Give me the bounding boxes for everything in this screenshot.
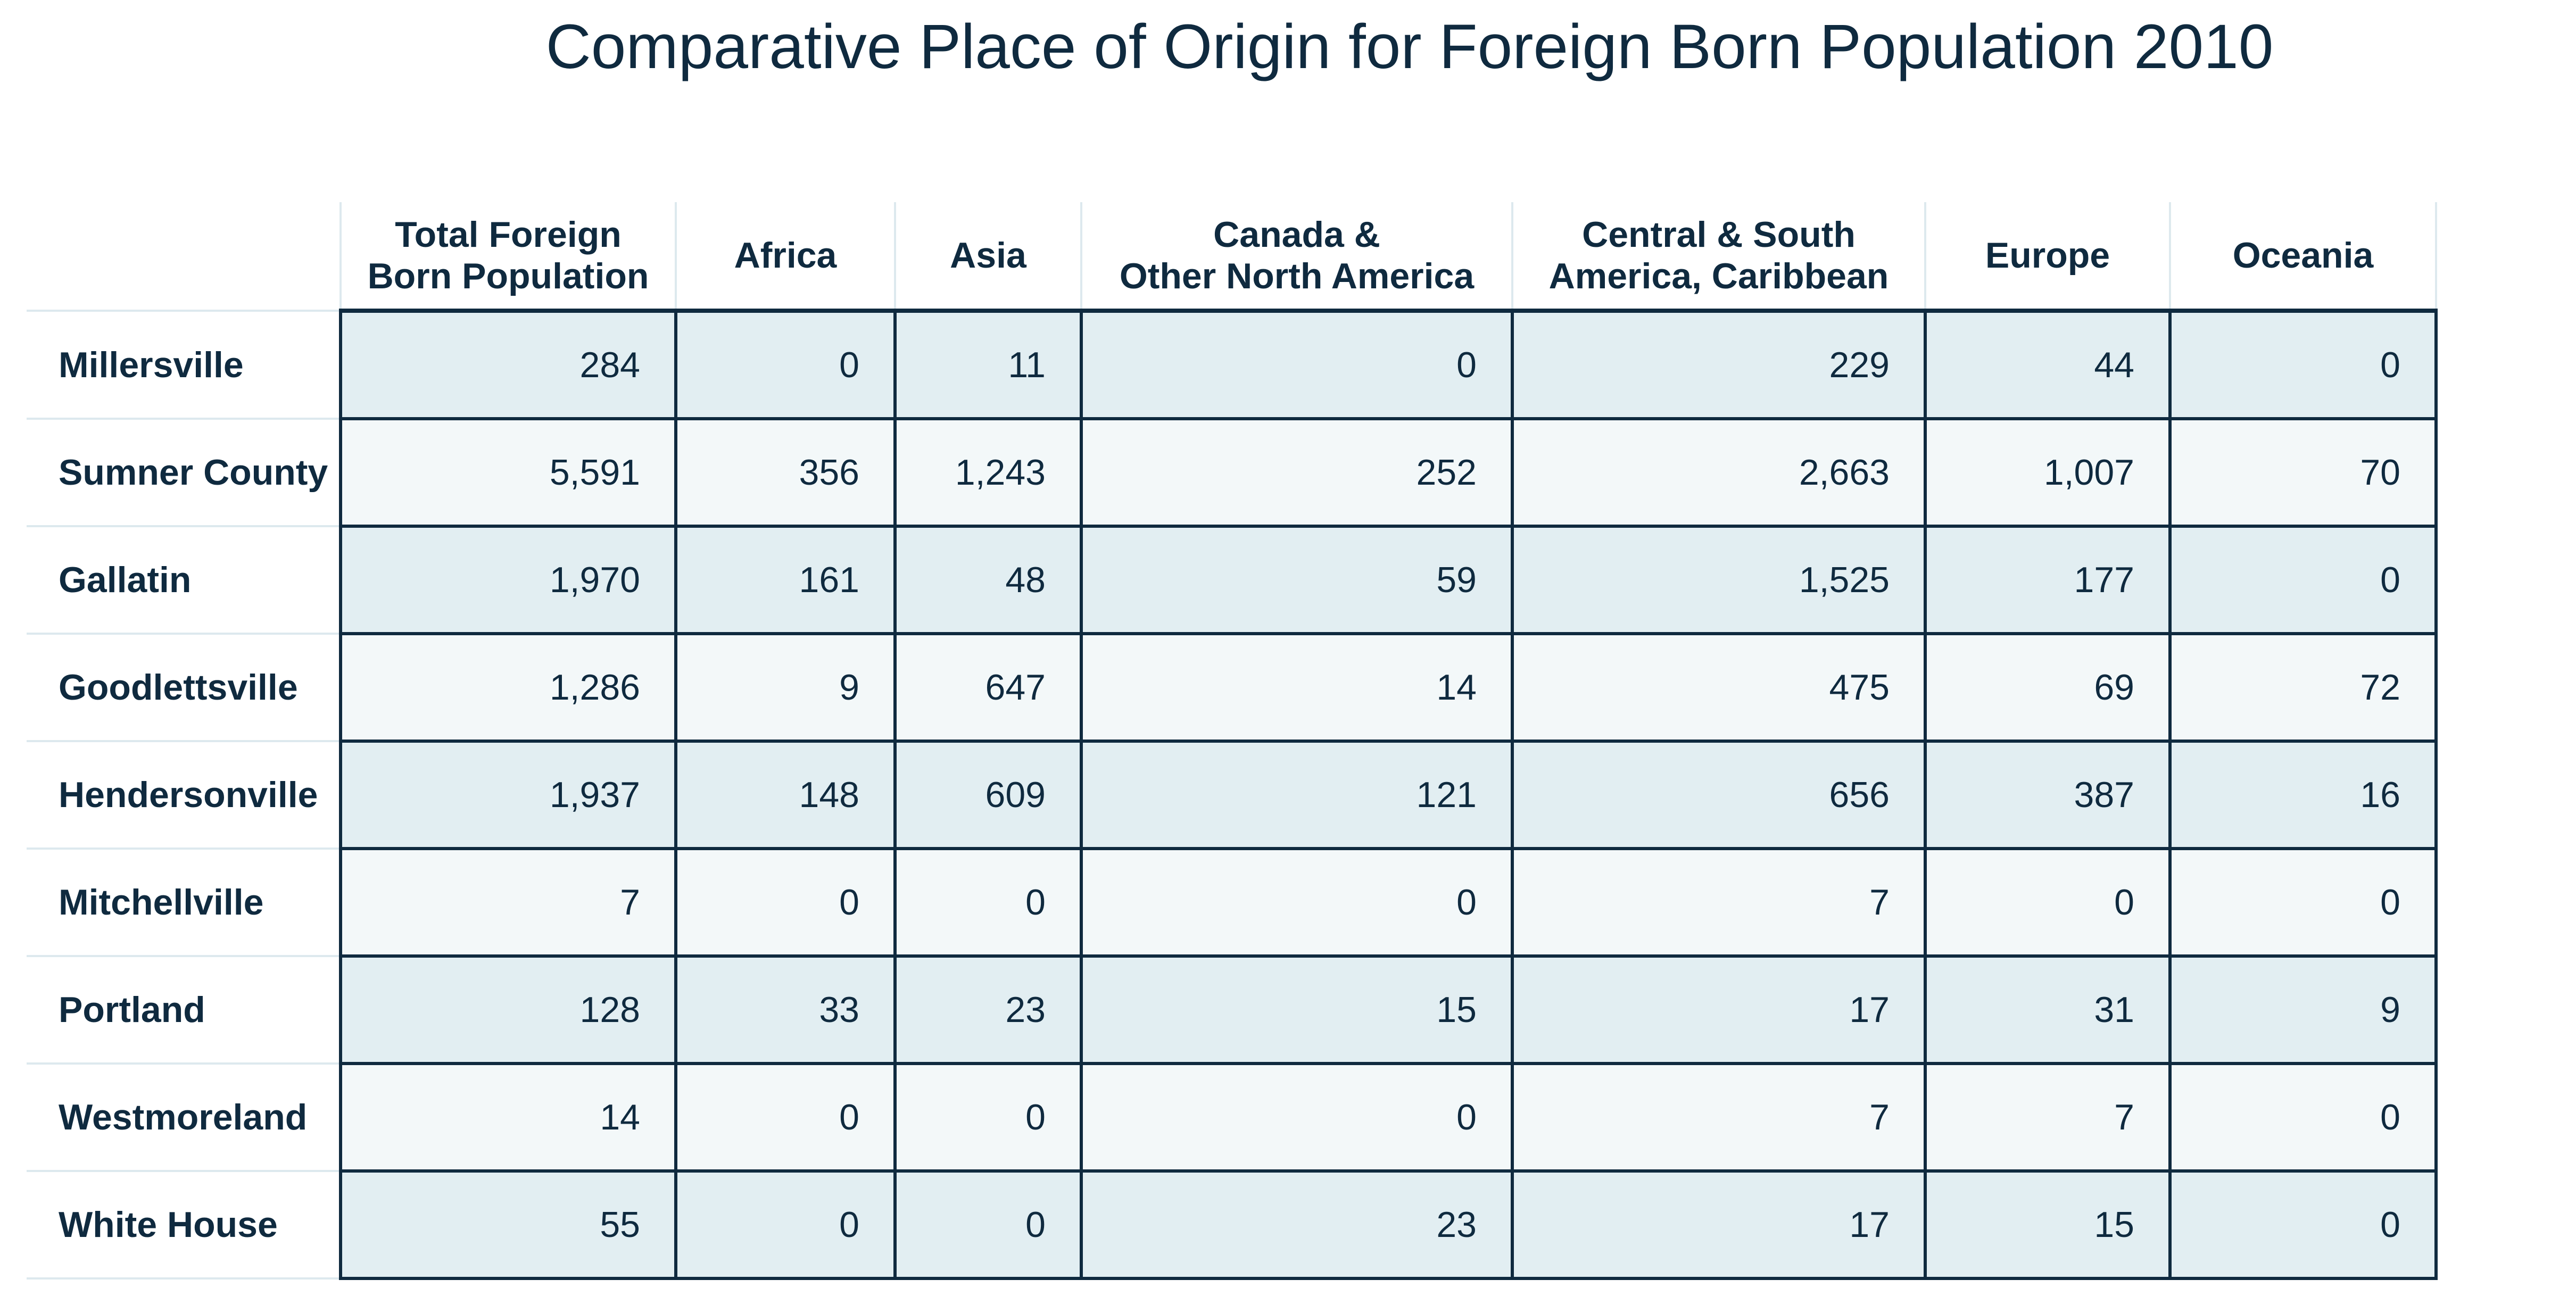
data-cell: 148: [674, 740, 897, 850]
data-cell: 609: [893, 740, 1083, 850]
table-body: Millersville 284 0 11 0 229 44 0 Sumner County 5,…: [27, 309, 2438, 1280]
data-cell: 0: [674, 1062, 897, 1173]
data-cell: 44: [1924, 309, 2172, 420]
data-cell: 121: [1080, 740, 1514, 850]
data-cell: 9: [674, 632, 897, 743]
data-cell: 7: [339, 847, 677, 958]
data-cell: 128: [339, 954, 677, 1065]
data-cell: 0: [893, 847, 1083, 958]
data-cell: 0: [2168, 525, 2438, 635]
data-cell: 252: [1080, 417, 1514, 528]
data-cell: 14: [339, 1062, 677, 1173]
data-cell: 647: [893, 632, 1083, 743]
data-cell: 70: [2168, 417, 2438, 528]
table-row: Westmoreland 14 0 0 0 7 7 0: [27, 1062, 2438, 1173]
data-cell: 23: [893, 954, 1083, 1065]
row-label: Gallatin: [27, 526, 341, 635]
data-cell: 387: [1924, 740, 2172, 850]
data-cell: 7: [1511, 847, 1927, 958]
data-cell: 0: [2168, 1169, 2438, 1280]
data-cell: 17: [1511, 954, 1927, 1065]
data-cell: 48: [893, 525, 1083, 635]
chart-title: Comparative Place of Origin for Foreign …: [545, 12, 2274, 82]
column-header: Oceania: [2169, 202, 2437, 313]
data-cell: 0: [2168, 1062, 2438, 1173]
data-cell: 11: [893, 309, 1083, 420]
table-row: Hendersonville 1,937 148 609 121 656 387 16: [27, 740, 2438, 850]
data-cell: 59: [1080, 525, 1514, 635]
data-cell: 356: [674, 417, 897, 528]
data-cell: 15: [1080, 954, 1514, 1065]
data-cell: 69: [1924, 632, 2172, 743]
table-row: Gallatin 1,970 161 48 59 1,525 177 0: [27, 525, 2438, 635]
table-row: Goodlettsville 1,286 9 647 14 475 69 72: [27, 632, 2438, 743]
data-cell: 0: [1080, 309, 1514, 420]
column-header: Canada & Other North America: [1080, 202, 1513, 313]
row-label: Sumner County: [27, 419, 341, 527]
data-cell: 0: [1080, 1062, 1514, 1173]
data-cell: 9: [2168, 954, 2438, 1065]
data-cell: 284: [339, 309, 677, 420]
data-cell: 0: [674, 1169, 897, 1280]
corner-cell: [27, 202, 341, 312]
table-row: Sumner County 5,591 356 1,243 252 2,663 1,007 7…: [27, 417, 2438, 528]
data-cell: 0: [674, 847, 897, 958]
data-cell: 14: [1080, 632, 1514, 743]
data-cell: 229: [1511, 309, 1927, 420]
row-label: White House: [27, 1171, 341, 1280]
data-cell: 1,007: [1924, 417, 2172, 528]
data-cell: 1,937: [339, 740, 677, 850]
data-cell: 475: [1511, 632, 1927, 743]
table-row: Mitchellville 7 0 0 0 7 0 0: [27, 847, 2438, 958]
data-cell: 0: [1924, 847, 2172, 958]
data-cell: 0: [893, 1062, 1083, 1173]
table-row: Portland 128 33 23 15 17 31 9: [27, 954, 2438, 1065]
data-cell: 0: [2168, 309, 2438, 420]
column-header: Asia: [894, 202, 1082, 313]
data-cell: 55: [339, 1169, 677, 1280]
data-cell: 1,243: [893, 417, 1083, 528]
data-cell: 5,591: [339, 417, 677, 528]
data-cell: 15: [1924, 1169, 2172, 1280]
data-cell: 1,525: [1511, 525, 1927, 635]
column-header: Africa: [675, 202, 896, 313]
column-header: Central & South America, Caribbean: [1511, 202, 1926, 313]
table-row: White House 55 0 0 23 17 15 0: [27, 1169, 2438, 1280]
row-label: Goodlettsville: [27, 634, 341, 742]
data-cell: 7: [1511, 1062, 1927, 1173]
row-label: Westmoreland: [27, 1064, 341, 1172]
data-cell: 0: [674, 309, 897, 420]
data-cell: 23: [1080, 1169, 1514, 1280]
data-cell: 2,663: [1511, 417, 1927, 528]
row-label: Millersville: [27, 311, 341, 420]
table-row: Millersville 284 0 11 0 229 44 0: [27, 309, 2438, 420]
data-cell: 161: [674, 525, 897, 635]
column-header: Total Foreign Born Population: [339, 202, 677, 313]
data-cell: 31: [1924, 954, 2172, 1065]
data-cell: 656: [1511, 740, 1927, 850]
data-cell: 177: [1924, 525, 2172, 635]
data-cell: 1,970: [339, 525, 677, 635]
data-cell: 7: [1924, 1062, 2172, 1173]
data-cell: 33: [674, 954, 897, 1065]
row-label: Hendersonville: [27, 741, 341, 850]
row-label: Portland: [27, 956, 341, 1065]
data-cell: 0: [2168, 847, 2438, 958]
data-cell: 16: [2168, 740, 2438, 850]
data-cell: 17: [1511, 1169, 1927, 1280]
data-cell: 0: [893, 1169, 1083, 1280]
data-cell: 72: [2168, 632, 2438, 743]
data-cell: 0: [1080, 847, 1514, 958]
data-cell: 1,286: [339, 632, 677, 743]
row-label: Mitchellville: [27, 849, 341, 957]
origin-table: Total Foreign Born Population Africa Asia…: [27, 202, 2438, 1280]
column-header: Europe: [1924, 202, 2171, 313]
header-row: Total Foreign Born Population Africa Asia…: [27, 202, 2437, 313]
